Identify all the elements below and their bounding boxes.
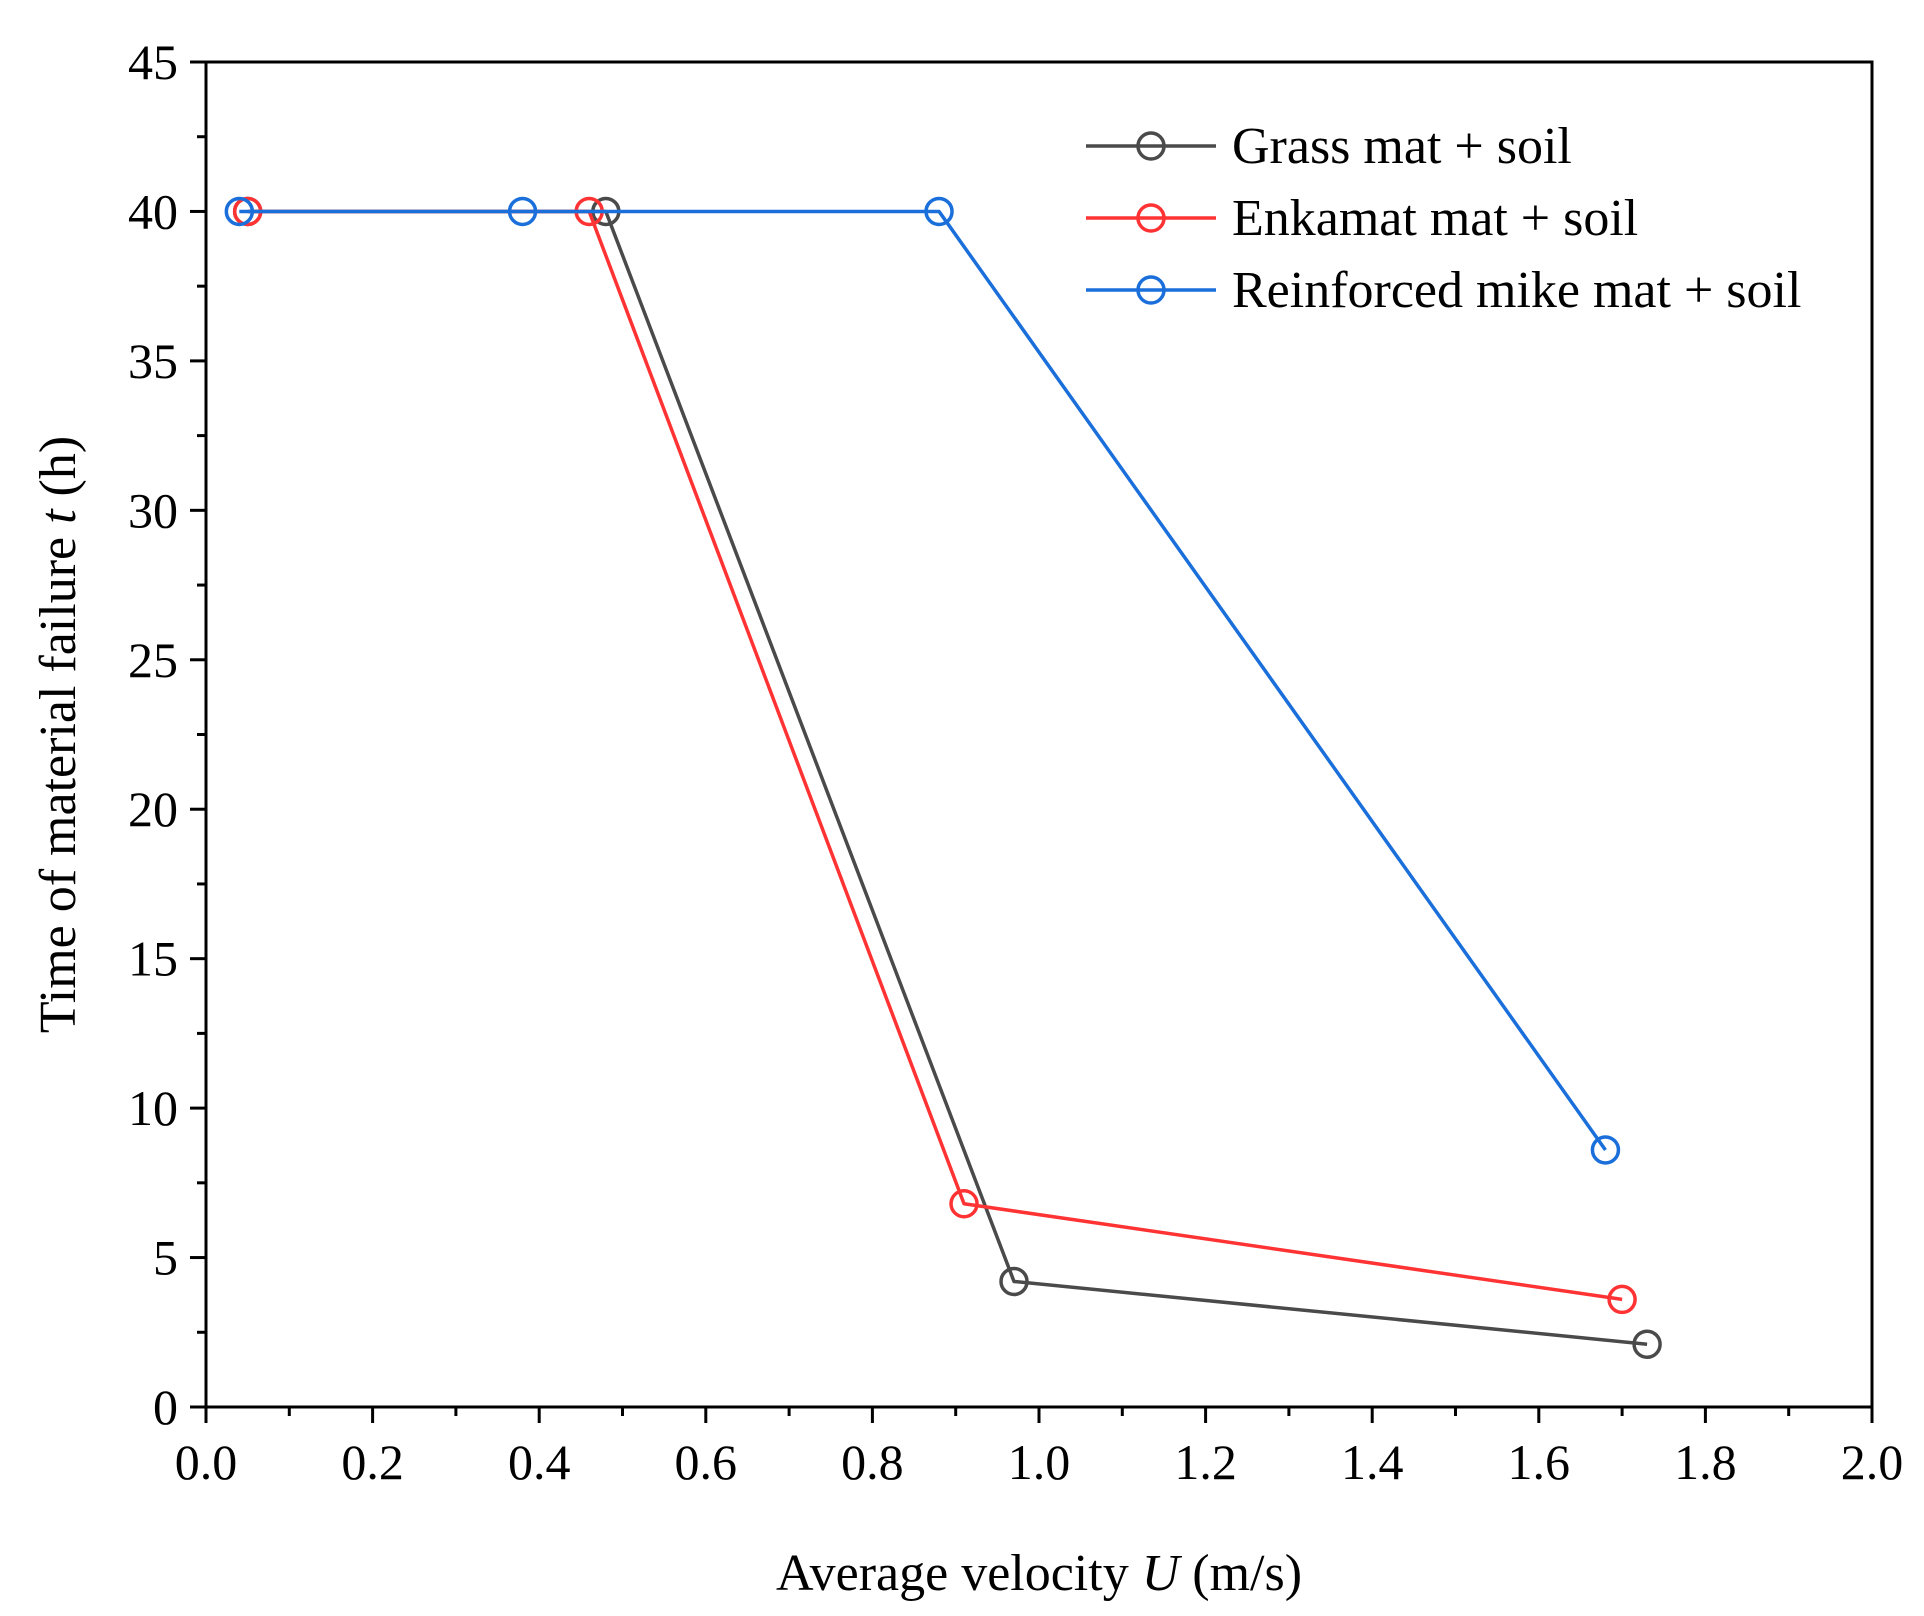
y-tick-label: 0: [153, 1379, 178, 1435]
y-axis: 0 5 10 15 20 25 30 35 40 45: [128, 34, 206, 1435]
x-tick-label: 0.4: [508, 1434, 571, 1490]
legend-marker: [1136, 131, 1166, 161]
legend-item: Reinforced mike mat + soil: [1086, 262, 1801, 319]
data-point: [924, 196, 954, 227]
data-point: [949, 1189, 979, 1219]
y-tick-label: 40: [128, 183, 178, 239]
x-axis-title-prefix: Average velocity: [776, 1545, 1142, 1602]
y-axis-title-unit: (h): [30, 436, 87, 510]
y-tick-label: 5: [153, 1230, 178, 1286]
x-tick-label: 1.0: [1008, 1434, 1071, 1490]
data-point: [507, 196, 538, 227]
y-axis-title-prefix: Time of material failure: [30, 524, 87, 1033]
legend: Grass mat + soil Enkamat mat + soil Reinfo…: [1086, 118, 1801, 319]
y-tick-label: 35: [128, 333, 178, 389]
y-axis-title-variable: t: [30, 508, 87, 524]
data-point: [1607, 1284, 1637, 1315]
y-tick-label: 15: [128, 931, 178, 987]
x-tick-label: 1.8: [1674, 1434, 1737, 1490]
x-tick-label: 0.0: [175, 1434, 238, 1490]
x-tick-label: 0.2: [341, 1434, 404, 1490]
legend-marker: [1136, 203, 1166, 233]
x-tick-label: 0.6: [675, 1434, 738, 1490]
series-line: [239, 209, 1607, 1151]
y-tick-label: 10: [128, 1080, 178, 1136]
x-axis-title: Average velocity U (m/s): [776, 1545, 1302, 1602]
x-tick-label: 0.8: [841, 1434, 904, 1490]
x-tick-label: 1.4: [1341, 1434, 1404, 1490]
data-point: [1632, 1329, 1662, 1359]
legend-label: Grass mat + soil: [1232, 118, 1572, 175]
data-point: [1590, 1135, 1621, 1165]
legend-item: Grass mat + soil: [1086, 118, 1572, 175]
x-tick-label: 1.2: [1174, 1434, 1237, 1490]
y-tick-label: 20: [128, 781, 178, 837]
legend-label: Reinforced mike mat + soil: [1232, 262, 1801, 319]
series-3: [224, 196, 1621, 1165]
legend-marker: [1136, 275, 1166, 305]
series-layer: [224, 196, 1662, 1359]
legend-label: Enkamat mat + soil: [1232, 190, 1638, 247]
x-tick-label: 2.0: [1841, 1434, 1904, 1490]
y-axis-title: Time of material failure t (h): [30, 436, 87, 1033]
legend-item: Enkamat mat + soil: [1086, 190, 1638, 247]
data-point: [224, 196, 255, 227]
y-tick-label: 30: [128, 482, 178, 538]
x-axis-title-variable: U: [1142, 1545, 1183, 1602]
x-axis: 0.0 0.2 0.4 0.6 0.8 1.0 1.2 1.4 1.6 1.8 2.0: [175, 1407, 1904, 1490]
x-tick-label: 1.6: [1508, 1434, 1571, 1490]
x-axis-title-unit: (m/s): [1179, 1545, 1302, 1602]
y-tick-label: 25: [128, 632, 178, 688]
data-point: [999, 1266, 1029, 1297]
y-tick-label: 45: [128, 34, 178, 90]
